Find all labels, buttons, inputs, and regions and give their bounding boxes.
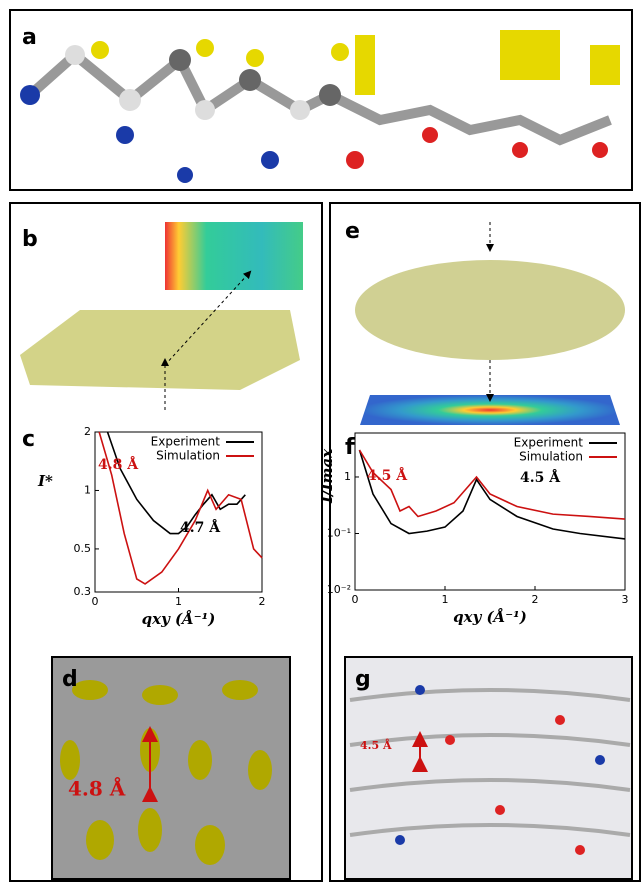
y-tick-label: 10⁻¹ xyxy=(327,526,351,539)
legend-label: Experiment xyxy=(151,435,221,449)
panel-label: c xyxy=(22,427,35,452)
plot-frame xyxy=(355,433,625,590)
annotation: 4.5 Å xyxy=(520,468,561,486)
data-line xyxy=(360,450,626,519)
panel-label: b xyxy=(22,227,38,252)
y-axis-label: I* xyxy=(37,472,53,490)
y-tick-label: 1 xyxy=(344,470,351,483)
x-tick-label: 0 xyxy=(92,595,99,608)
film-image xyxy=(20,310,300,390)
scattering-pattern xyxy=(360,395,620,425)
annotation: 4.8 Å xyxy=(98,455,139,473)
distance-label: 4.8 Å xyxy=(68,777,126,801)
annotation: 4.7 Å xyxy=(180,518,221,536)
panel-label: g xyxy=(355,667,371,692)
x-tick-label: 0 xyxy=(352,593,359,606)
y-tick-label: 1 xyxy=(84,483,91,496)
y-tick-label: 2 xyxy=(84,425,91,438)
figure: a b e c f d 4.8 Å g 4.5 Å 0 1 2 0.3 0.5 1 2 qxy… xyxy=(0,0,644,883)
annotation: 4.5 Å xyxy=(367,466,408,484)
legend-label: Simulation xyxy=(519,450,583,464)
panel-label: e xyxy=(345,219,360,244)
legend-label: Simulation xyxy=(156,449,220,463)
panel-label: a xyxy=(22,25,37,50)
panel-label: d xyxy=(62,667,78,692)
x-tick-label: 2 xyxy=(532,593,539,606)
y-tick-label: 10⁻² xyxy=(327,583,351,596)
x-tick-label: 2 xyxy=(259,595,266,608)
x-tick-label: 1 xyxy=(442,593,449,606)
scattering-pattern xyxy=(165,222,303,290)
legend-label: Experiment xyxy=(514,436,584,450)
x-tick-label: 3 xyxy=(622,593,629,606)
x-axis-label: qxy (Å⁻¹) xyxy=(142,610,216,628)
x-axis-label: qxy (Å⁻¹) xyxy=(453,608,527,626)
x-tick-label: 1 xyxy=(175,595,182,608)
sample-image xyxy=(355,260,625,360)
y-tick-label: 0.3 xyxy=(74,585,92,598)
y-tick-label: 0.5 xyxy=(74,542,92,555)
y-axis-label: I/Imax xyxy=(318,448,336,504)
distance-label: 4.5 Å xyxy=(360,738,392,752)
panel-label: f xyxy=(345,435,355,460)
